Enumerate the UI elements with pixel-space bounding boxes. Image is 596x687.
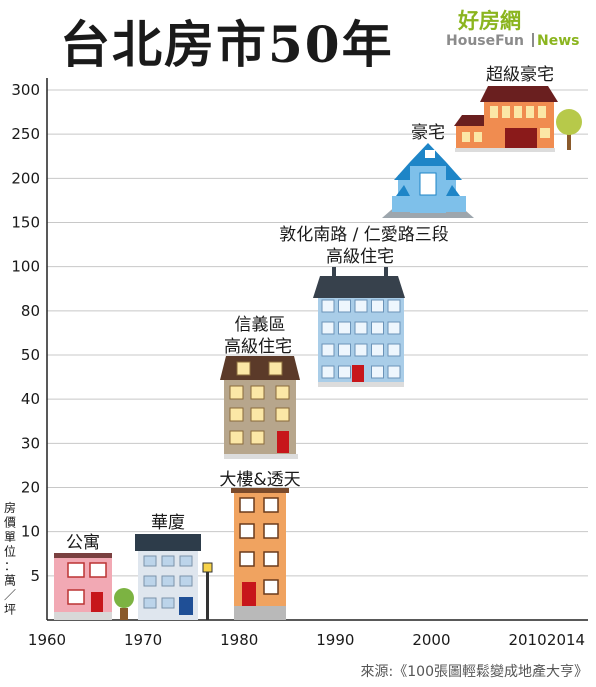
- x-tick-labels: 1960 1970 1980 1990 2000 2010 2014: [28, 631, 585, 649]
- house-label-6: 超級豪宅: [486, 64, 554, 85]
- house-apartment: [54, 553, 134, 620]
- y-tick-20: 20: [21, 479, 40, 497]
- window-2-2: [354, 343, 368, 357]
- y-tick-300: 300: [11, 81, 40, 99]
- window-3-1: [338, 365, 351, 379]
- brand-logo: 好房網 HouseFun News: [446, 9, 579, 49]
- x-tick-2000: 2000: [412, 631, 450, 649]
- y-tick-40: 40: [21, 390, 40, 408]
- dunhua-windows: [321, 299, 401, 379]
- brand-sub2: News: [537, 33, 579, 49]
- window-2-0: [321, 343, 335, 357]
- house-label-4b: 高級住宅: [326, 247, 394, 267]
- x-tick-1980: 1980: [220, 631, 258, 649]
- source-note: 來源:《100張圖輕鬆變成地產大亨》: [361, 663, 588, 680]
- y-tick-30: 30: [21, 434, 40, 452]
- y-tick-100: 100: [11, 258, 40, 276]
- window-3-4: [387, 365, 401, 379]
- window-0-4: [387, 299, 401, 313]
- window-1-3: [371, 321, 384, 335]
- house-label-3a: 信義區: [235, 315, 286, 335]
- y-label-char-1: 價: [4, 516, 16, 530]
- y-tick-200: 200: [11, 169, 40, 187]
- y-tick-5: 5: [30, 567, 40, 585]
- brand-sub1: HouseFun: [446, 33, 524, 49]
- chart-title: 台北房市50年: [60, 15, 394, 74]
- window-1-1: [338, 321, 351, 335]
- house-tower: [231, 488, 289, 620]
- house-xinyi: [220, 356, 300, 459]
- y-label-char-2: 單: [4, 530, 16, 544]
- window-2-4: [387, 343, 401, 357]
- gridlines: [47, 89, 588, 577]
- house-label-4a: 敦化南路 / 仁愛路三段: [279, 225, 449, 245]
- house-label-0: 公寓: [66, 533, 100, 553]
- window-0-2: [354, 299, 368, 313]
- house-label-5: 豪宅: [411, 122, 445, 143]
- house-luxury: [382, 143, 474, 218]
- window-1-0: [321, 321, 335, 335]
- y-tick-250: 250: [11, 125, 40, 143]
- y-label-char-3: 位: [4, 544, 16, 559]
- y-tick-150: 150: [11, 214, 40, 232]
- x-tick-1960: 1960: [28, 631, 66, 649]
- y-tick-50: 50: [21, 346, 40, 364]
- house-label-1: 華廈: [151, 513, 185, 533]
- x-tick-2010: 2010: [508, 631, 546, 649]
- house-mansion-flat: [135, 534, 213, 620]
- y-label-char-5: 萬: [4, 574, 16, 588]
- window-1-4: [387, 321, 401, 335]
- window-2-1: [338, 343, 351, 357]
- x-tick-2014: 2014: [547, 631, 585, 649]
- x-tick-1970: 1970: [124, 631, 162, 649]
- y-tick-labels: 5 10 20 30 40 50 80 100 150 200 250 300: [11, 81, 40, 585]
- brand-name: 好房網: [457, 9, 521, 33]
- x-tick-1990: 1990: [316, 631, 354, 649]
- window-0-1: [338, 299, 351, 313]
- window-0-0: [321, 299, 335, 313]
- house-label-3b: 高級住宅: [224, 337, 292, 357]
- house-label-2: 大樓&透天: [219, 470, 300, 490]
- y-label-char-0: 房: [4, 500, 16, 515]
- house-super-luxury: [454, 86, 582, 152]
- y-label-char-6: ／: [4, 588, 16, 602]
- y-label-char-7: 坪: [4, 603, 16, 617]
- house-dunhua: [313, 267, 405, 387]
- y-tick-10: 10: [21, 523, 40, 541]
- window-3-3: [371, 365, 384, 379]
- window-0-3: [371, 299, 384, 313]
- y-tick-80: 80: [21, 302, 40, 320]
- window-3-0: [321, 365, 335, 379]
- y-label-char-4: ：: [4, 559, 16, 573]
- window-2-3: [371, 343, 384, 357]
- window-1-2: [354, 321, 368, 335]
